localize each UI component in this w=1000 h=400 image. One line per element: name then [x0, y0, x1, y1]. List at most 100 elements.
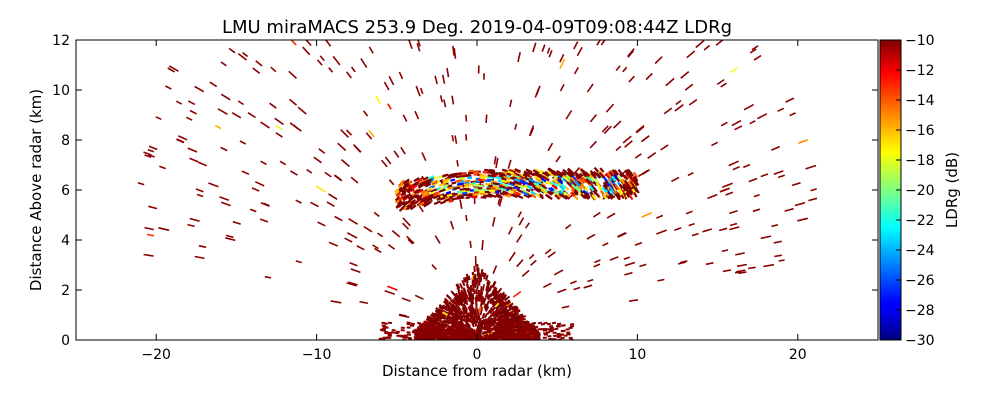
- echo-gate: [330, 300, 342, 304]
- echo-gate: [738, 271, 747, 275]
- echo-gate: [507, 226, 514, 235]
- echo-gate: [575, 185, 581, 192]
- echo-gate: [148, 145, 158, 151]
- echo-gate: [465, 321, 470, 326]
- echo-gate: [196, 193, 204, 198]
- echo-gate: [592, 211, 601, 218]
- echo-gate: [485, 327, 491, 332]
- echo-gate: [427, 177, 433, 182]
- echo-gate: [397, 202, 404, 208]
- echo-gate: [438, 305, 444, 311]
- echo-gate: [324, 171, 332, 178]
- echo-gate: [571, 175, 577, 181]
- echo-gate: [454, 315, 460, 321]
- echo-gate: [429, 317, 436, 321]
- echo-gate: [434, 75, 438, 85]
- echo-gate: [220, 93, 231, 101]
- echo-gate: [542, 174, 550, 180]
- echo-gate: [620, 178, 626, 185]
- echo-gate: [448, 308, 454, 313]
- echo-gate: [511, 305, 518, 311]
- echo-gate: [427, 175, 435, 180]
- colorbar-tick-label: −24: [905, 243, 935, 259]
- echo-gate: [220, 61, 227, 67]
- echo-gate: [427, 327, 433, 331]
- echo-gate: [402, 206, 408, 211]
- y-tick-label: 12: [52, 33, 70, 49]
- echo-gate: [747, 266, 756, 270]
- echo-gate: [401, 297, 411, 302]
- echo-gate: [455, 179, 463, 183]
- echo-gate: [187, 147, 198, 153]
- echo-gate: [419, 180, 427, 186]
- echo-gate: [632, 171, 639, 179]
- echo-gate: [416, 178, 423, 183]
- echo-gate: [516, 234, 523, 243]
- echo-gate: [461, 314, 467, 319]
- echo-gate: [146, 233, 155, 237]
- echo-gate: [561, 183, 567, 189]
- echo-gate: [455, 174, 463, 179]
- echo-gate: [231, 112, 242, 119]
- echo-gate: [456, 172, 462, 176]
- echo-gate: [176, 138, 185, 144]
- echo-gate: [402, 114, 408, 122]
- echo-gate: [516, 188, 524, 194]
- echo-gate: [451, 95, 455, 105]
- echo-gate: [514, 177, 521, 183]
- echo-gate: [532, 169, 540, 175]
- echo-gate: [501, 168, 508, 173]
- echo-gate: [496, 194, 503, 199]
- echo-gate: [509, 99, 513, 108]
- echo-gate: [469, 293, 474, 301]
- echo-gate: [485, 325, 490, 330]
- echo-gate: [442, 331, 448, 334]
- echo-gate: [388, 179, 395, 186]
- echo-gate: [506, 185, 513, 190]
- echo-gate: [384, 289, 395, 295]
- echo-gate: [546, 322, 552, 326]
- echo-gate: [508, 189, 514, 194]
- echo-gate: [177, 135, 188, 141]
- echo-gate: [590, 172, 597, 179]
- echo-gate: [510, 322, 515, 326]
- echo-gate: [455, 304, 462, 311]
- echo-gate: [346, 282, 357, 287]
- echo-gate: [384, 156, 392, 165]
- echo-gate: [492, 286, 497, 292]
- echo-gate: [457, 297, 463, 303]
- echo-gate: [627, 168, 634, 176]
- echo-gate: [589, 114, 598, 123]
- echo-gate: [657, 278, 665, 282]
- echo-gate: [450, 330, 455, 333]
- echo-gate: [618, 172, 624, 178]
- colorbar-tick-label: −12: [905, 63, 935, 79]
- echo-gate: [777, 174, 786, 179]
- echo-gate: [574, 173, 580, 179]
- colorbar-ticks: −10 −12 −14 −16 −18 −20 −22 −24 −26 −28 −30: [896, 33, 935, 349]
- echo-gate: [509, 317, 517, 322]
- echo-gate: [552, 170, 560, 176]
- echo-gate: [470, 308, 475, 316]
- echo-gate: [544, 248, 552, 255]
- y-tick-label: 2: [61, 283, 70, 299]
- echo-gate: [471, 333, 476, 338]
- echo-gate: [446, 320, 451, 325]
- echo-gate: [579, 178, 584, 184]
- echo-gate: [490, 290, 495, 297]
- echo-gate: [527, 182, 533, 187]
- echo-gate: [187, 100, 196, 106]
- echo-gate: [528, 178, 534, 183]
- echo-gate: [452, 298, 459, 305]
- echo-gate: [462, 287, 467, 293]
- echo-gate: [507, 159, 512, 169]
- echo-gate: [454, 292, 461, 299]
- echo-gate: [515, 320, 522, 324]
- echo-gate: [623, 256, 631, 260]
- echo-gate: [374, 247, 382, 254]
- echo-gate: [430, 180, 437, 185]
- echo-gate: [443, 184, 449, 188]
- echo-gate: [479, 309, 483, 316]
- echo-gate: [462, 309, 467, 315]
- echo-gate: [541, 182, 546, 188]
